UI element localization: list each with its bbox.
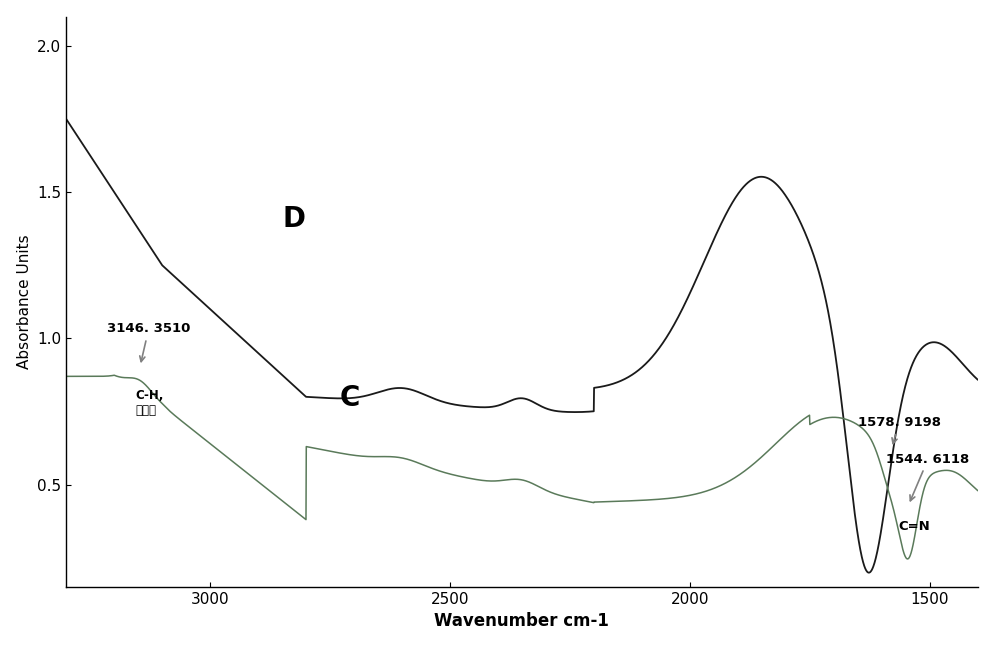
Text: 1578. 9198: 1578. 9198: [858, 416, 941, 444]
X-axis label: Wavenumber cm-1: Wavenumber cm-1: [434, 612, 609, 630]
Text: C=N: C=N: [898, 520, 930, 533]
Text: 3146. 3510: 3146. 3510: [107, 322, 190, 362]
Y-axis label: Absorbance Units: Absorbance Units: [17, 234, 32, 369]
Text: C: C: [340, 384, 360, 411]
Text: C-H,
咪唑环: C-H, 咪唑环: [136, 389, 164, 417]
Text: D: D: [282, 205, 305, 233]
Text: 1544. 6118: 1544. 6118: [886, 453, 970, 501]
